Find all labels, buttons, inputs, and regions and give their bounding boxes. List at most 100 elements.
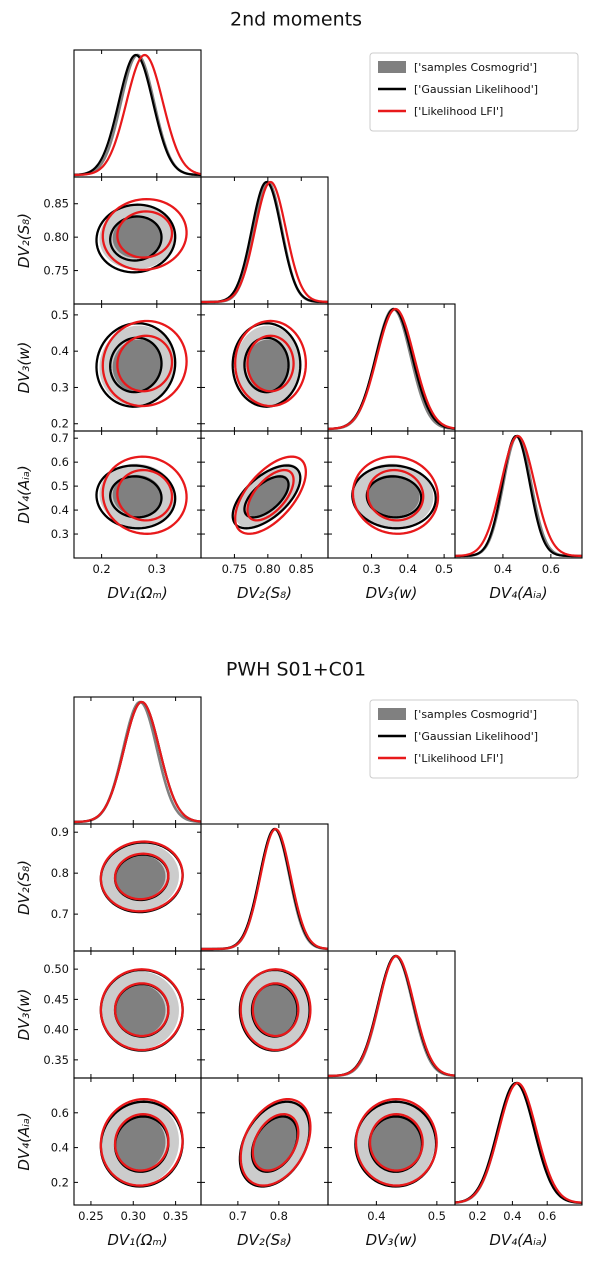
gaussian-contour-1sigma	[109, 336, 163, 394]
legend: ['samples Cosmogrid'] ['Gaussian Likeliho…	[369, 699, 579, 779]
lfi-contour-1sigma	[246, 334, 295, 393]
panel-frame	[73, 49, 202, 178]
contour-panel-4-2: 0.7 0.8	[200, 1077, 329, 1223]
lfi-contour-2sigma	[239, 1098, 312, 1187]
corner-plot-2: PWH S01+C01 0.7 0.8 0.9 0.35 0.40 0.45 0.50 0.25…	[15, 659, 583, 1249]
x-axis-label-1: DV₁(Ωₘ)	[107, 584, 167, 602]
x-axis-label-2: DV₂(S₈)	[237, 1231, 292, 1249]
x-tick-label: 0.5	[428, 1209, 446, 1223]
marginal-curve-samples	[74, 53, 201, 177]
contour-panel-4-3: 0.3 0.4 0.5	[327, 430, 456, 576]
contour-panel-4-1: 0.25 0.30 0.35 0.2 0.4 0.6	[51, 1077, 202, 1223]
x-tick-label: 0.2	[92, 562, 110, 576]
x-axis-label-4: DV₄(Aᵢₐ)	[489, 584, 547, 602]
contour-panel-4-2: 0.75 0.80 0.85	[200, 430, 329, 576]
legend-label: ['samples Cosmogrid']	[414, 708, 537, 721]
legend-box	[369, 52, 579, 132]
x-tick-label: 0.4	[494, 562, 512, 576]
diag-panel-2	[200, 176, 329, 305]
lfi-contour-1sigma	[251, 1113, 300, 1172]
y-tick-label: 0.8	[51, 866, 69, 880]
legend-label: ['Gaussian Likelihood']	[414, 83, 538, 96]
legend: ['samples Cosmogrid'] ['Gaussian Likeliho…	[369, 52, 579, 132]
y-tick-label: 0.75	[43, 264, 69, 278]
legend-swatch-samples	[378, 61, 406, 73]
panel-frame	[200, 823, 329, 952]
legend-label: ['samples Cosmogrid']	[414, 61, 537, 74]
x-tick-label: 0.85	[288, 562, 314, 576]
y-tick-label: 0.4	[51, 1141, 69, 1155]
lfi-contour-1sigma	[368, 1113, 424, 1172]
y-axis-label-4: DV₄(Aᵢₐ)	[15, 465, 33, 523]
samples-contour-1sigma	[246, 474, 289, 517]
marginal-curve-samples	[328, 954, 455, 1078]
samples-contour-1sigma	[112, 216, 163, 259]
diag-panel-4: 0.2 0.4 0.6	[454, 1077, 583, 1223]
legend-swatch-samples	[378, 708, 406, 720]
diag-panel-4: 0.4 0.6	[454, 430, 583, 576]
gaussian-contour-2sigma	[95, 322, 177, 408]
marginal-curve-lfi	[74, 53, 201, 177]
diag-panel-2	[200, 823, 329, 952]
lfi-contour-1sigma	[366, 468, 425, 522]
diag-panel-1	[73, 696, 202, 825]
x-tick-label: 0.80	[255, 562, 281, 576]
y-tick-label: 0.2	[51, 1175, 69, 1189]
panel-frame	[73, 696, 202, 825]
marginal-curve-gaussian	[455, 1081, 582, 1204]
x-tick-label: 0.4	[367, 1209, 385, 1223]
y-tick-label: 0.45	[43, 992, 69, 1006]
y-tick-label: 0.6	[51, 455, 69, 469]
x-tick-label: 0.3	[362, 562, 380, 576]
y-tick-label: 0.4	[51, 503, 69, 517]
panel-frame	[327, 950, 456, 1079]
x-tick-label: 0.3	[148, 562, 166, 576]
gaussian-contour-1sigma	[109, 475, 163, 519]
samples-contour-1sigma	[252, 1115, 297, 1171]
y-axis-label-2: DV₂(S₈)	[15, 860, 33, 915]
samples-contour-1sigma	[114, 855, 166, 900]
y-tick-label: 0.2	[51, 417, 69, 431]
marginal-curve-samples	[328, 307, 455, 431]
x-tick-label: 0.4	[399, 562, 417, 576]
marginal-curve-lfi	[455, 1081, 582, 1204]
lfi-contour-2sigma	[234, 319, 308, 408]
marginal-curve-lfi	[201, 180, 328, 304]
y-tick-label: 0.50	[43, 962, 69, 976]
lfi-contour-1sigma	[113, 1113, 170, 1172]
marginal-curve-gaussian	[328, 954, 455, 1078]
legend-label: ['Likelihood LFI']	[414, 105, 503, 118]
y-tick-label: 0.3	[51, 380, 69, 394]
lfi-contour-2sigma	[239, 968, 312, 1052]
marginal-curve-samples	[201, 827, 328, 951]
contour-panel-2-1: 0.7 0.8 0.9	[51, 823, 202, 952]
x-axis-label-1: DV₁(Ωₘ)	[107, 1231, 167, 1249]
contour-panel-3-1: 0.2 0.3 0.4 0.5	[51, 303, 202, 432]
contour-panel-3-2	[200, 303, 329, 432]
marginal-curve-gaussian	[455, 434, 582, 558]
x-axis-label-4: DV₄(Aᵢₐ)	[489, 1231, 547, 1249]
y-tick-label: 0.5	[51, 308, 69, 322]
contour-panel-3-1: 0.35 0.40 0.45 0.50	[43, 950, 202, 1079]
diag-panel-3	[327, 950, 456, 1079]
marginal-curve-lfi	[455, 434, 582, 558]
x-tick-label: 0.2	[468, 1209, 486, 1223]
samples-contour-1sigma	[112, 474, 163, 517]
lfi-contour-2sigma	[99, 968, 184, 1052]
lfi-contour-2sigma	[351, 455, 440, 535]
x-axis-label-3: DV₃(w)	[366, 1231, 418, 1249]
y-axis-label-3: DV₃(w)	[15, 989, 33, 1041]
gaussian-contour-2sigma	[231, 464, 302, 530]
gaussian-contour-1sigma	[243, 336, 290, 394]
y-tick-label: 0.7	[51, 907, 69, 921]
contour-panel-3-2	[200, 950, 329, 1079]
gaussian-contour-2sigma	[95, 203, 177, 274]
lfi-contour-1sigma	[116, 210, 174, 259]
chart-title: 2nd moments	[230, 9, 362, 31]
lfi-contour-1sigma	[246, 468, 295, 522]
panel-frame	[454, 1077, 583, 1206]
y-tick-label: 0.7	[51, 431, 69, 445]
legend-label: ['Gaussian Likelihood']	[414, 730, 538, 743]
marginal-curve-gaussian	[201, 827, 328, 951]
